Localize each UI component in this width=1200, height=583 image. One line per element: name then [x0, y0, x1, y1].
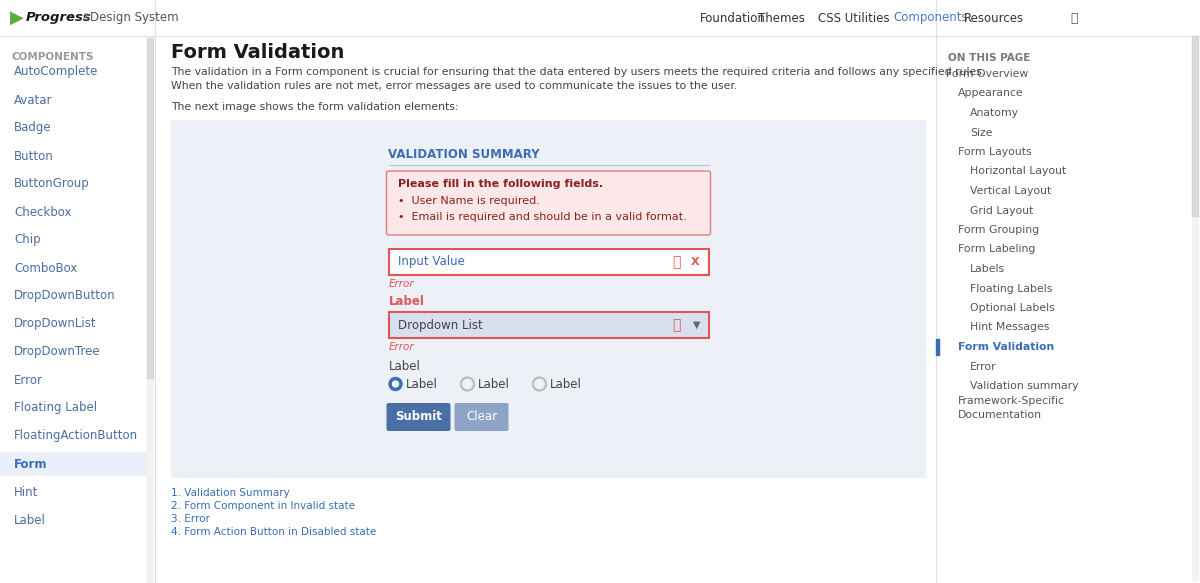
Text: Resources: Resources [964, 12, 1024, 24]
Text: ButtonGroup: ButtonGroup [14, 177, 90, 191]
Text: ⓘ: ⓘ [672, 318, 680, 332]
Text: Horizontal Layout: Horizontal Layout [970, 167, 1067, 177]
Text: VALIDATION SUMMARY: VALIDATION SUMMARY [389, 149, 540, 161]
Text: CSS Utilities: CSS Utilities [818, 12, 889, 24]
Text: Clear: Clear [466, 410, 497, 423]
Text: •  Email is required and should be in a valid format.: • Email is required and should be in a v… [398, 212, 688, 222]
Text: Appearance: Appearance [958, 89, 1024, 99]
FancyBboxPatch shape [386, 403, 450, 431]
Text: Error: Error [389, 342, 414, 352]
Text: Optional Labels: Optional Labels [970, 303, 1055, 313]
Text: 🔍: 🔍 [1070, 12, 1078, 24]
Text: Error: Error [14, 374, 43, 387]
Text: 3. Error: 3. Error [172, 514, 210, 524]
Text: COMPONENTS: COMPONENTS [12, 52, 95, 62]
Text: Design System: Design System [90, 12, 179, 24]
Bar [1192, 36, 1198, 216]
Text: Label: Label [14, 514, 46, 526]
Text: Form Grouping: Form Grouping [958, 225, 1039, 235]
Text: Progress: Progress [26, 12, 91, 24]
Text: Form Overview: Form Overview [946, 69, 1028, 79]
Text: 2. Form Component in Invalid state: 2. Form Component in Invalid state [172, 501, 355, 511]
Text: Dropdown List: Dropdown List [398, 318, 484, 332]
Text: Documentation: Documentation [958, 409, 1042, 420]
Text: When the validation rules are not met, error messages are used to communicate th: When the validation rules are not met, e… [172, 81, 737, 91]
Text: Hint: Hint [14, 486, 38, 498]
Text: Error: Error [389, 279, 414, 289]
Text: Chip: Chip [14, 234, 41, 247]
FancyBboxPatch shape [455, 403, 509, 431]
Text: Components: Components [893, 12, 967, 24]
Text: Submit: Submit [395, 410, 442, 423]
Text: Foundation: Foundation [700, 12, 766, 24]
Text: ®: ® [82, 13, 90, 23]
Bar [936, 0, 1200, 583]
Bar [148, 38, 154, 378]
Text: 4. Form Action Button in Disabled state: 4. Form Action Button in Disabled state [172, 527, 377, 537]
Text: ▼: ▼ [692, 320, 700, 330]
Text: The validation in a Form component is crucial for ensuring that the data entered: The validation in a Form component is cr… [172, 67, 985, 77]
Bar [389, 312, 708, 338]
Text: Please fill in the following fields.: Please fill in the following fields. [398, 179, 604, 189]
Text: Themes: Themes [758, 12, 805, 24]
Text: Label: Label [389, 360, 420, 373]
Bar [148, 38, 154, 582]
Bar [936, 339, 940, 355]
Text: Form Validation: Form Validation [958, 342, 1055, 352]
Circle shape [392, 381, 398, 387]
Text: X: X [690, 257, 700, 267]
Text: •  User Name is required.: • User Name is required. [398, 196, 540, 206]
Bar [389, 249, 708, 275]
Text: Form Labeling: Form Labeling [958, 244, 1036, 255]
Bar [0, 452, 148, 476]
Text: Label: Label [550, 378, 581, 391]
Text: Labels: Labels [970, 264, 1006, 274]
Text: Form Layouts: Form Layouts [958, 147, 1032, 157]
Bar [172, 120, 926, 478]
Text: Input Value: Input Value [398, 255, 466, 269]
Text: FloatingActionButton: FloatingActionButton [14, 430, 138, 442]
Text: The next image shows the form validation elements:: The next image shows the form validation… [172, 102, 458, 112]
FancyBboxPatch shape [386, 171, 710, 235]
Text: ▶: ▶ [10, 9, 24, 27]
Circle shape [389, 378, 402, 391]
Text: 1. Validation Summary: 1. Validation Summary [172, 488, 289, 498]
Text: Label: Label [478, 378, 509, 391]
Text: Badge: Badge [14, 121, 52, 135]
Text: AutoComplete: AutoComplete [14, 65, 98, 79]
Text: Floating Labels: Floating Labels [970, 283, 1052, 293]
Text: Avatar: Avatar [14, 93, 53, 107]
Text: ⓘ: ⓘ [672, 255, 680, 269]
Bar [0, 36, 155, 583]
Text: DropDownButton: DropDownButton [14, 290, 115, 303]
Text: Form Validation: Form Validation [172, 43, 344, 61]
Text: Grid Layout: Grid Layout [970, 205, 1033, 216]
Text: Checkbox: Checkbox [14, 205, 72, 219]
Bar [0, 0, 1200, 36]
Text: Error: Error [970, 361, 997, 371]
Text: ComboBox: ComboBox [14, 262, 77, 275]
Text: Form: Form [14, 458, 48, 470]
Text: Hint Messages: Hint Messages [970, 322, 1049, 332]
Text: Button: Button [14, 149, 54, 163]
Text: Anatomy: Anatomy [970, 108, 1019, 118]
Text: DropDownTree: DropDownTree [14, 346, 101, 359]
Text: DropDownList: DropDownList [14, 318, 97, 331]
Text: Framework-Specific: Framework-Specific [958, 396, 1066, 406]
Text: Size: Size [970, 128, 992, 138]
Text: Label: Label [406, 378, 437, 391]
Text: Floating Label: Floating Label [14, 402, 97, 415]
Text: ON THIS PAGE: ON THIS PAGE [948, 53, 1031, 63]
Text: Validation summary: Validation summary [970, 381, 1079, 391]
Bar [1192, 36, 1198, 580]
Text: Vertical Layout: Vertical Layout [970, 186, 1051, 196]
Text: Label: Label [389, 295, 425, 308]
